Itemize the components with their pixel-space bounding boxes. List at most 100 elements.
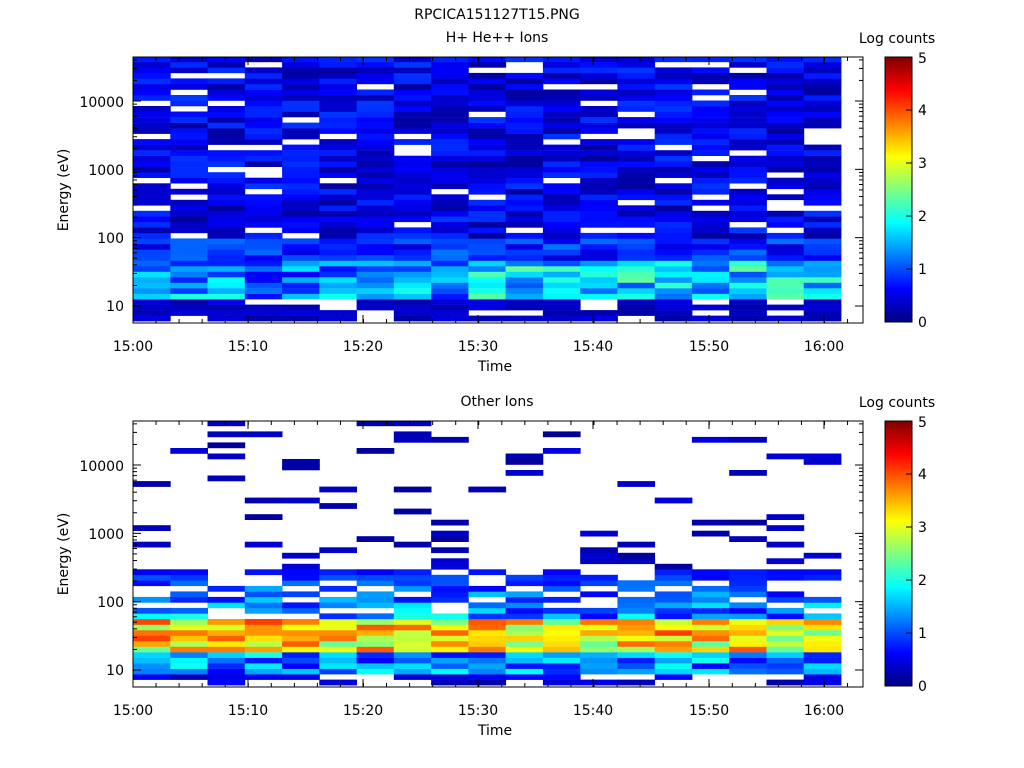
heatmap-cell — [617, 481, 656, 487]
heatmap-cell — [654, 150, 693, 156]
heatmap-cell — [803, 238, 842, 245]
heatmap-cell — [654, 630, 693, 636]
heatmap-cell — [766, 607, 805, 614]
heatmap-cell — [542, 277, 581, 283]
heatmap-cell — [766, 596, 805, 603]
heatmap-cell — [803, 315, 842, 322]
heatmap-cell — [431, 635, 469, 642]
heatmap-cell — [468, 61, 507, 68]
heatmap-cell — [580, 657, 618, 664]
heatmap-cell — [244, 205, 283, 212]
heatmap-cell — [319, 194, 357, 201]
heatmap-cell — [356, 106, 395, 112]
heatmap-cell — [170, 619, 208, 625]
heatmap-cell — [170, 266, 208, 272]
heatmap-cell — [207, 84, 246, 90]
heatmap-cell — [319, 72, 357, 79]
heatmap-cell — [393, 78, 432, 85]
heatmap-cell — [356, 266, 395, 272]
heatmap-cell — [729, 585, 767, 592]
heatmap-cell — [133, 266, 171, 272]
heatmap-cell — [244, 238, 283, 245]
heatmap-cell — [282, 106, 320, 112]
heatmap-cell — [505, 453, 544, 460]
figure-title: RPCICA151127T15.PNG — [414, 7, 579, 23]
heatmap-cell — [766, 293, 805, 300]
heatmap-cell — [617, 139, 656, 145]
heatmap-cell — [244, 585, 283, 592]
heatmap-cell — [133, 613, 171, 620]
heatmap-cell — [468, 72, 507, 79]
heatmap-cell — [542, 607, 581, 614]
heatmap-cell — [580, 607, 618, 614]
heatmap-cell — [654, 205, 693, 212]
heatmap-cell — [729, 161, 767, 167]
panel-2-xtick-1600: 16:00 — [804, 703, 844, 719]
heatmap-cell — [393, 177, 432, 184]
heatmap-cell — [542, 652, 581, 658]
heatmap-cell — [691, 106, 730, 112]
heatmap-cell — [393, 607, 432, 614]
heatmap-cell — [505, 315, 544, 322]
heatmap-cell — [505, 630, 544, 636]
heatmap-cell — [431, 199, 469, 206]
heatmap-cell — [244, 663, 283, 669]
panel-2-ytick-10000: 10000 — [79, 459, 124, 475]
heatmap-cell — [729, 243, 767, 250]
heatmap-cell — [729, 613, 767, 620]
heatmap-cell — [729, 277, 767, 283]
heatmap-cell — [654, 613, 693, 620]
heatmap-cell — [580, 150, 618, 156]
heatmap-cell — [542, 61, 581, 68]
heatmap-cell — [803, 166, 842, 173]
heatmap-cell — [580, 238, 618, 245]
heatmap-cell — [393, 596, 432, 603]
heatmap-cell — [431, 57, 469, 63]
heatmap-cell — [319, 106, 357, 112]
heatmap-cell — [505, 89, 544, 96]
heatmap-cell — [393, 232, 432, 239]
heatmap-cell — [393, 238, 432, 245]
heatmap-cell — [170, 210, 208, 217]
heatmap-cell — [580, 139, 618, 145]
heatmap-cell — [654, 304, 693, 311]
heatmap-cell — [505, 238, 544, 245]
heatmap-cell — [170, 591, 208, 598]
heatmap-cell — [580, 635, 618, 642]
heatmap-cell — [319, 100, 357, 107]
heatmap-cell — [691, 238, 730, 245]
heatmap-cell — [542, 249, 581, 256]
heatmap-cell — [542, 117, 581, 123]
heatmap-cell — [282, 67, 320, 74]
heatmap-cell — [691, 646, 730, 653]
heatmap-cell — [431, 133, 469, 140]
heatmap-cell — [468, 188, 507, 195]
heatmap-cell — [207, 133, 246, 140]
heatmap-cell — [505, 299, 544, 305]
heatmap-cell — [170, 78, 208, 85]
heatmap-cell — [170, 95, 208, 101]
heatmap-cell — [505, 574, 544, 581]
heatmap-cell — [542, 238, 581, 245]
heatmap-cell — [729, 635, 767, 642]
heatmap-cell — [505, 470, 544, 476]
heatmap-cell — [356, 89, 395, 96]
heatmap-cell — [356, 630, 395, 636]
heatmap-cell — [729, 117, 767, 123]
heatmap-cell — [431, 221, 469, 228]
heatmap-cell — [282, 591, 320, 598]
heatmap-cell — [319, 503, 357, 509]
heatmap-cell — [170, 652, 208, 658]
heatmap-cell — [580, 630, 618, 636]
heatmap-cell — [356, 536, 395, 542]
heatmap-cell — [691, 271, 730, 278]
heatmap-cell — [282, 210, 320, 217]
heatmap-cell — [617, 232, 656, 239]
heatmap-cell — [393, 299, 432, 305]
heatmap-cell — [356, 613, 395, 620]
heatmap-cell — [207, 117, 246, 123]
heatmap-cell — [691, 111, 730, 118]
heatmap-cell — [468, 210, 507, 217]
heatmap-cell — [133, 663, 171, 669]
heatmap-cell — [803, 635, 842, 642]
